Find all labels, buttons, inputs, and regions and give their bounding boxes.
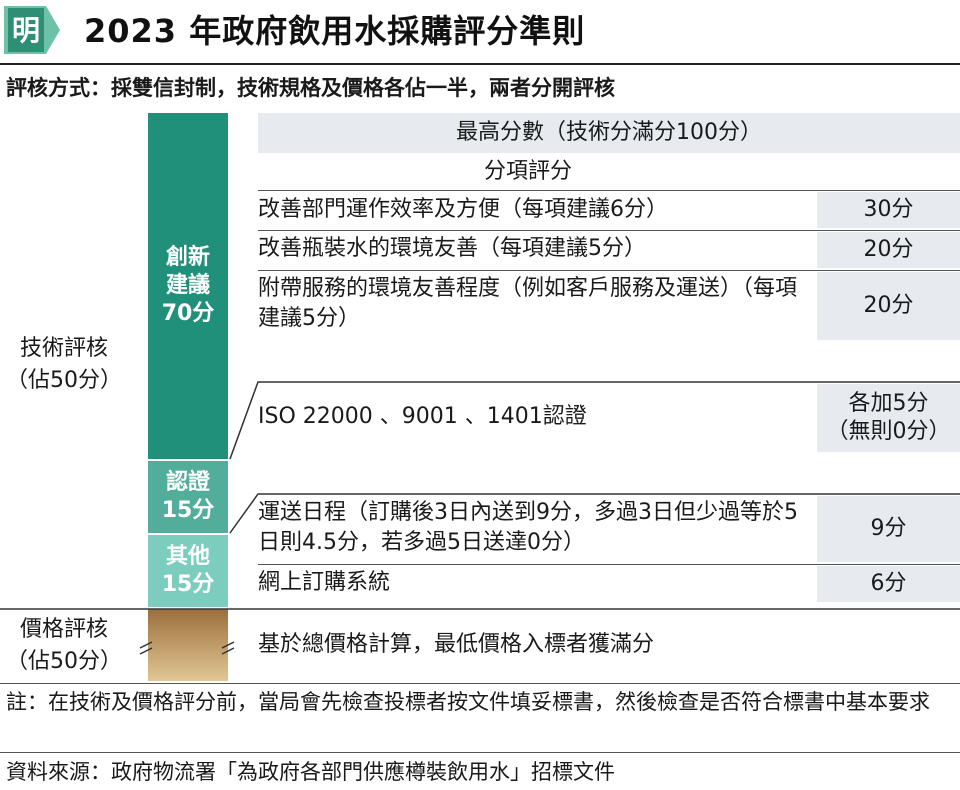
innovation-row-2-text: 改善瓶裝水的環境友善（每項建議5分） (258, 236, 646, 261)
innovation-row-3-text: 附帶服務的環境友善程度（例如客戶服務及運送）（每項建議5分） (258, 276, 798, 331)
page-title: 2023 年政府飲用水採購評分準則 (84, 12, 586, 50)
price-label-line1: 價格評核 (19, 617, 108, 642)
innovation-row-1-text: 改善部門運作效率及方便（每項建議6分） (258, 197, 668, 222)
logo-icon: 明 (4, 6, 60, 54)
other-row-1-text: 運送日程（訂購後3日內送到9分，多過3日但少過等於5日則4.5分，若多過5日送達… (258, 500, 798, 555)
other-row-2-score: 6分 (817, 566, 960, 602)
certification-row-score: 各加5分 （無則0分） (817, 384, 960, 452)
other-row-2-text: 網上訂購系統 (258, 570, 391, 595)
innovation-row-3-score: 20分 (817, 272, 960, 340)
footnote: 註：在技術及價格評分前，當局會先檢查投標者按文件填妥標書，然後檢查是否符合標書中… (6, 690, 930, 714)
technical-assessment-label: 技術評核 （佔50分） (6, 333, 122, 397)
source-divider (0, 752, 960, 753)
max-score-heading: 最高分數（技術分滿分100分） (258, 113, 960, 153)
certification-bar (148, 461, 228, 533)
certification-row-text: ISO 22000 、9001 、1401認證 (258, 404, 587, 429)
source-note: 資料來源：政府物流署「為政府各部門供應樽裝飲用水」招標文件 (6, 760, 615, 784)
table-divider (258, 230, 960, 231)
other-label-line1: 其他 (165, 544, 210, 569)
innovation-label-line1: 創新 (165, 245, 210, 270)
innovation-bar (148, 113, 228, 459)
innovation-label-line2: 建議 (165, 273, 210, 298)
certification-label-line1: 認證 (165, 470, 210, 495)
certification-label-line2: 15分 (161, 498, 215, 523)
notes-divider (0, 683, 960, 684)
innovation-row-1-score: 30分 (817, 192, 960, 228)
price-row-text: 基於總價格計算，最低價格入標者獲滿分 (258, 632, 655, 657)
technical-label-line2: （佔50分） (6, 368, 122, 393)
other-bar-label: 其他 15分 (148, 543, 228, 599)
price-label-line2: （佔50分） (6, 649, 122, 674)
sub-score-heading: 分項評分 (484, 159, 573, 184)
certification-bar-label: 認證 15分 (148, 469, 228, 525)
other-row-1-score: 9分 (817, 496, 960, 562)
other-label-line2: 15分 (161, 572, 215, 597)
certification-score-line2: （無則0分） (826, 419, 951, 444)
innovation-label-line3: 70分 (161, 301, 215, 326)
table-divider (258, 564, 960, 565)
table-divider (258, 190, 960, 191)
price-bar (148, 609, 228, 681)
innovation-bar-label: 創新 建議 70分 (148, 244, 228, 328)
table-divider (258, 270, 960, 271)
other-bar (148, 535, 228, 607)
evaluation-method: 評核方式：採雙信封制，技術規格及價格各佔一半，兩者分開評核 (6, 76, 615, 100)
certification-score-line1: 各加5分 (848, 391, 929, 416)
innovation-row-2-score: 20分 (817, 232, 960, 268)
price-assessment-label: 價格評核 （佔50分） (6, 614, 122, 678)
title-divider (0, 63, 960, 65)
svg-text:明: 明 (12, 14, 40, 47)
technical-label-line1: 技術評核 (19, 336, 108, 361)
